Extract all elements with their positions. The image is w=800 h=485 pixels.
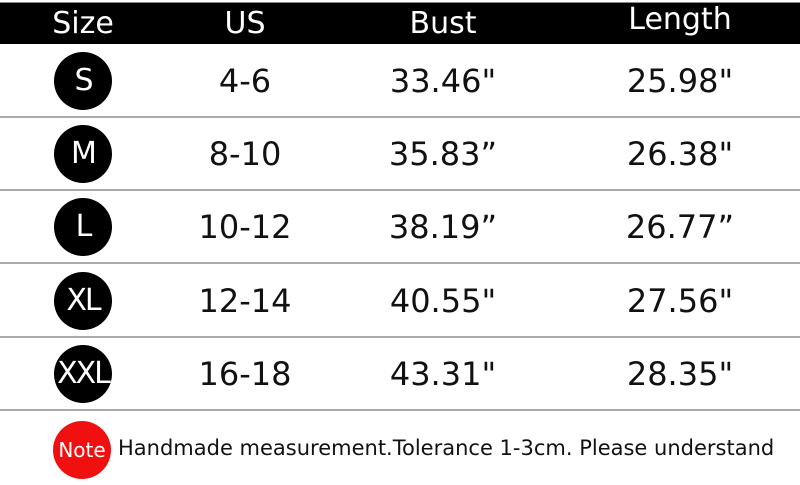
- table-row: XXL 16-18 43.31" 28.35": [0, 338, 800, 411]
- size-badge: L: [54, 198, 112, 257]
- length-value: 25.98": [626, 62, 734, 100]
- bust-value: 43.31": [389, 354, 497, 393]
- bust-value: 33.46": [389, 62, 497, 100]
- table-row: L 10-12 38.19” 26.77”: [0, 191, 800, 265]
- size-badge: M: [54, 125, 112, 184]
- bust-value: 35.83”: [388, 135, 498, 174]
- header-length: Length: [628, 2, 732, 37]
- header-size: Size: [52, 6, 114, 41]
- us-size: 8-10: [208, 135, 282, 174]
- us-size: 4-6: [218, 62, 272, 100]
- header-us: US: [224, 6, 266, 41]
- length-value: 26.38": [626, 135, 734, 174]
- bust-value: 40.55": [389, 281, 497, 320]
- note-row: Note Handmade measurement.Tolerance 1-3c…: [0, 411, 800, 485]
- table-row: S 4-6 33.46" 25.98": [0, 45, 800, 118]
- us-size: 16-18: [198, 354, 292, 393]
- note-text: Handmade measurement.Tolerance 1-3cm. Pl…: [118, 436, 775, 460]
- length-value: 26.77”: [625, 208, 735, 247]
- us-size: 10-12: [198, 208, 292, 247]
- length-value: 27.56": [626, 281, 734, 320]
- bust-value: 38.19”: [388, 208, 498, 247]
- length-value: 28.35": [626, 354, 734, 393]
- note-badge: Note: [53, 421, 111, 479]
- table-row: XL 12-14 40.55" 27.56": [0, 265, 800, 338]
- size-badge: S: [54, 52, 112, 110]
- us-size: 12-14: [198, 281, 292, 320]
- size-badge: XXL: [54, 344, 112, 403]
- table-header: Size US Bust Length: [0, 2, 800, 44]
- size-badge: XL: [54, 271, 112, 330]
- table-row: M 8-10 35.83” 26.38": [0, 118, 800, 192]
- header-bust: Bust: [409, 6, 477, 41]
